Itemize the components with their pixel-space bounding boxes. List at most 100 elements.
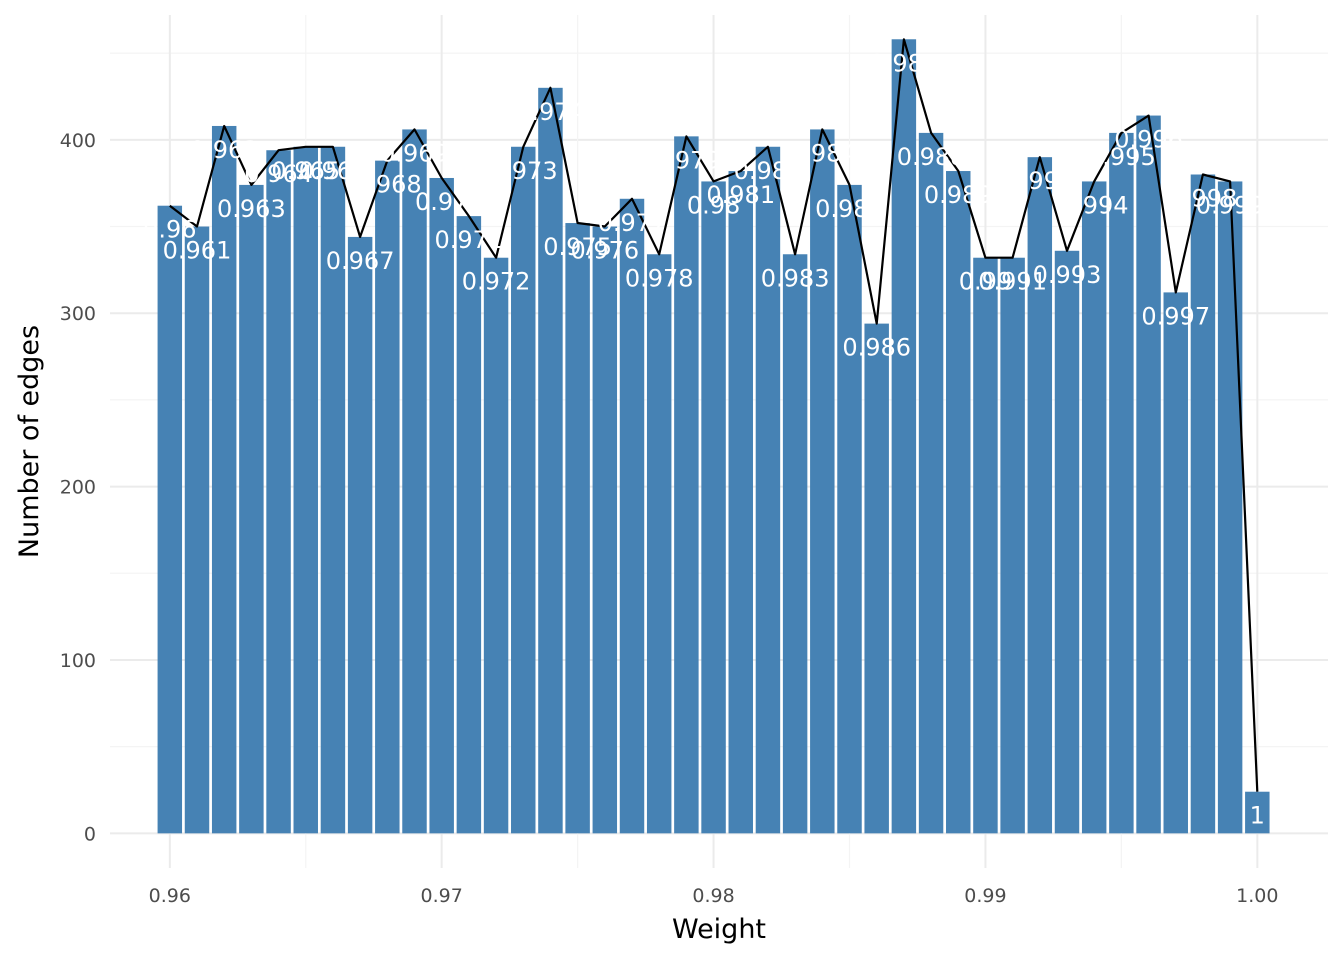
bar-label: 0.964 [244,160,313,188]
y-tick-label: 200 [60,477,96,499]
bar [619,198,645,834]
bar-label: 0.978 [625,264,694,292]
x-tick-label: 0.97 [421,885,463,907]
bar-label: 0.97 [415,188,468,216]
bar-label: 0.995 [1087,143,1156,171]
bar [837,184,862,834]
bar [1027,157,1053,834]
bar-label: 0.986 [842,334,911,362]
y-tick-label: 100 [60,650,96,672]
bar [1136,115,1161,834]
bar [592,226,618,834]
y-tick-label: 0 [84,823,96,845]
bar [946,171,971,834]
bar-label: 0.963 [217,195,286,223]
bar [1109,132,1134,834]
bar-label: 0.973 [489,157,558,185]
bar [810,129,835,834]
bar-label: 0.967 [326,247,395,275]
bar-label: 0.971 [435,226,504,254]
bar-label: 0.988 [897,143,966,171]
bar-label: 0.977 [598,209,667,237]
bar [782,254,808,834]
bar [239,184,264,834]
bar [320,146,346,834]
bar-label: 0.997 [1141,302,1210,330]
bar [891,39,917,834]
bar [293,146,318,834]
bar-label: 0.98 [687,191,740,219]
bar [211,125,237,834]
y-axis-title: Number of edges [14,325,45,558]
bar [184,226,210,834]
bar-label: 0.969 [380,139,449,167]
bar-label: 0.984 [788,139,857,167]
bar [1190,174,1216,834]
y-tick-label: 300 [60,303,96,325]
bar-label: 0.981 [706,181,775,209]
bar [864,323,889,834]
x-axis-title: Weight [672,914,766,945]
bar [429,177,454,834]
bar-label: 0.991 [978,268,1047,296]
bar-label: 0.983 [761,264,830,292]
bar [157,205,183,834]
bar [1000,257,1025,834]
x-tick-label: 0.99 [964,885,1006,907]
bar [701,181,726,834]
y-axis-ticks: 0 100 200 300 400 [60,130,96,845]
x-axis-ticks: 0.96 0.97 0.98 0.99 1.00 [149,885,1279,907]
bar [1163,292,1188,834]
bar-label: 0.992 [1005,167,1074,195]
bar-label: 0.972 [462,268,531,296]
bar-label: 0.962 [190,136,259,164]
bar-label: 0.987 [870,49,939,77]
bar-label: 0.979 [652,146,721,174]
bar-label: 0.993 [1033,261,1102,289]
bar-label: 0.985 [815,195,884,223]
bar-label: 0.998 [1169,185,1238,213]
bar [402,129,427,834]
x-tick-label: 0.98 [692,885,734,907]
bar-label: 0.966 [299,157,368,185]
bar-label: 1 [1250,802,1265,830]
y-tick-label: 400 [60,130,96,152]
bar [266,150,291,834]
bar-label: 0.965 [271,157,340,185]
bar [347,236,373,834]
bar [538,87,563,834]
bar [755,146,781,834]
bar-label: 0.999 [1196,191,1265,219]
trend-line [169,38,1259,792]
bar [973,257,998,834]
bar [511,146,536,834]
x-tick-label: 0.96 [149,885,191,907]
bar-label: 0.976 [570,237,639,265]
bar [1081,181,1107,834]
bar-label: 0.99 [959,268,1012,296]
bar-label: 0.974 [516,98,585,126]
bar [1245,791,1270,834]
bar-label: 0.96 [143,216,196,244]
bar [1217,181,1243,834]
bar-label: 0.975 [543,233,612,261]
bar [483,257,509,834]
bars [157,39,1270,834]
bar-label: 0.968 [353,171,422,199]
bar [375,160,400,834]
bar [646,254,672,834]
bar [565,223,590,834]
bar [456,216,482,834]
bar-label: 0.961 [163,237,232,265]
bar [1054,250,1080,834]
x-tick-label: 1.00 [1236,885,1278,907]
bar-label: 0.982 [734,157,803,185]
bar [728,171,753,834]
bar-label: 0.994 [1060,191,1129,219]
bar-label: 0.989 [924,181,993,209]
bar-label: 0.996 [1114,126,1183,154]
bar [918,132,944,834]
bar [674,136,699,834]
